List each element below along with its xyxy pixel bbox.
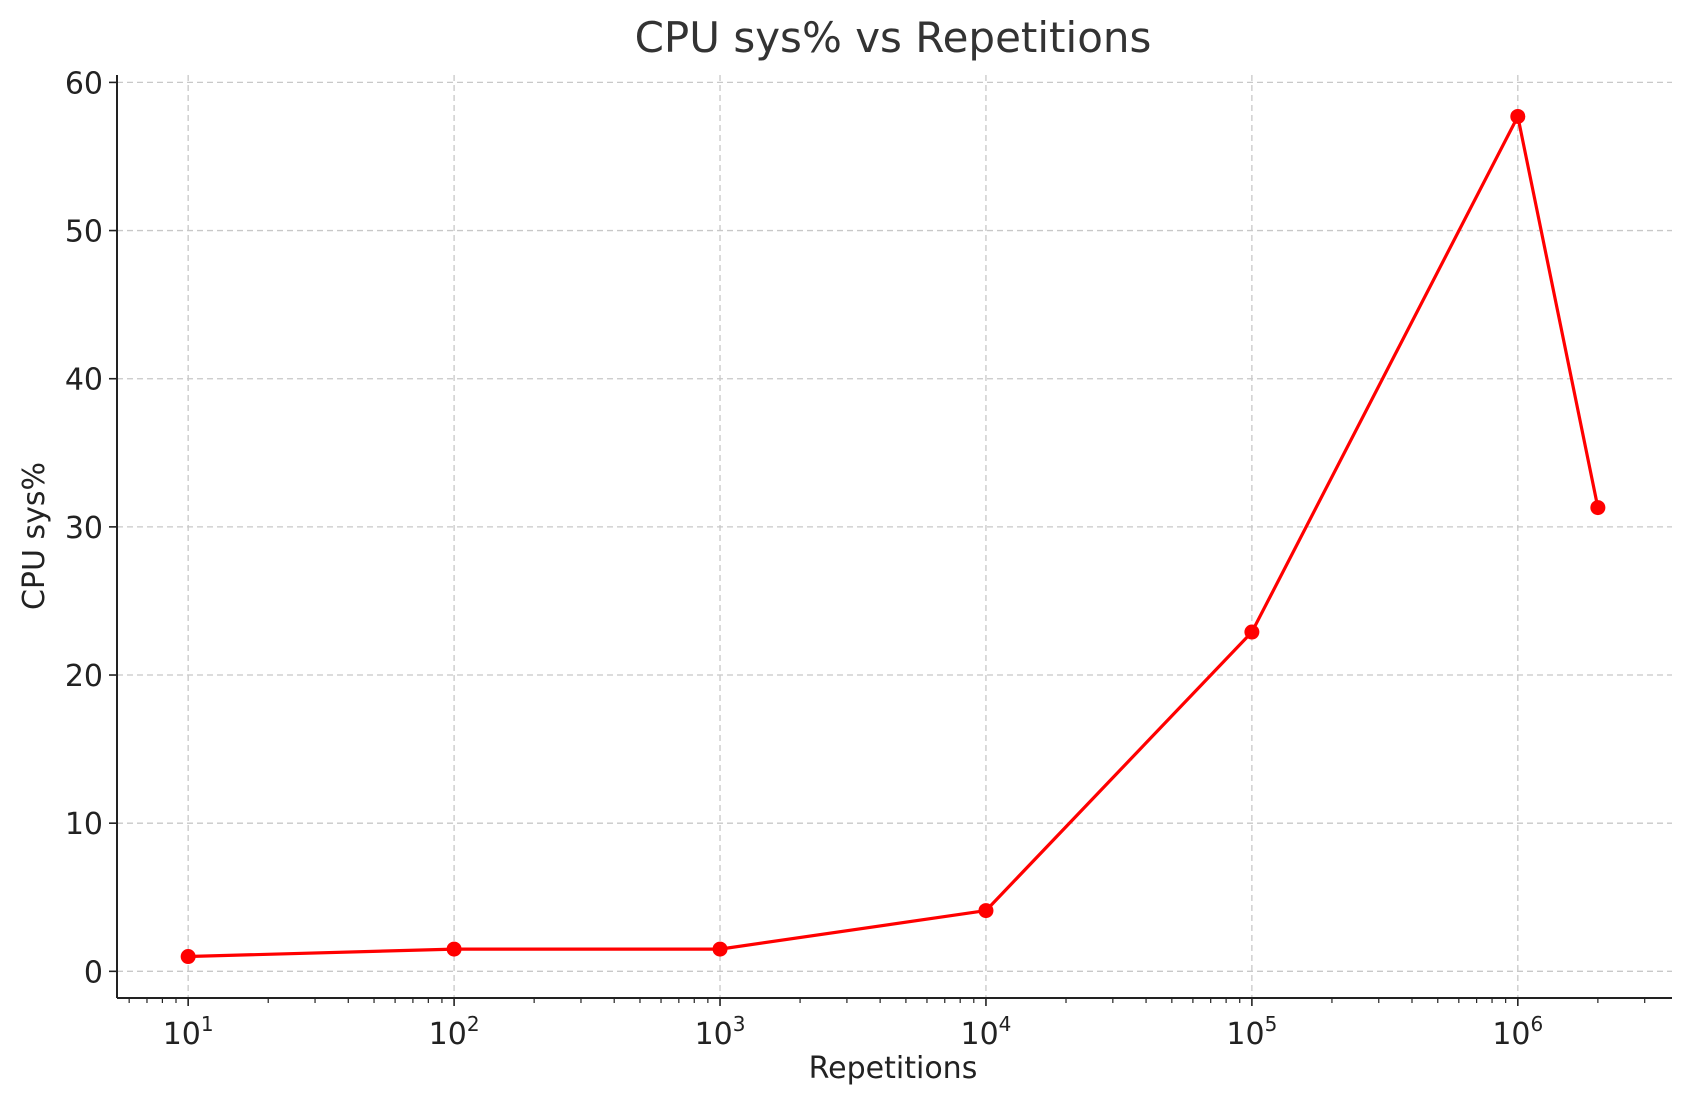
x-tick-label: 101: [163, 1012, 214, 1052]
y-tick-label: 30: [65, 511, 103, 546]
x-tick-label: 105: [1226, 1012, 1277, 1052]
x-tick-label: 103: [695, 1012, 746, 1052]
y-tick-label: 40: [65, 363, 103, 398]
data-point: [1510, 108, 1526, 124]
grid: [117, 75, 1672, 998]
y-tick-label: 60: [65, 66, 103, 101]
y-tick-label: 20: [65, 659, 103, 694]
x-tick-label: 104: [960, 1012, 1011, 1052]
series: [180, 108, 1606, 965]
x-axis-label: Repetitions: [809, 1051, 978, 1086]
series-line: [188, 114, 1600, 959]
x-tick-label: 106: [1492, 1012, 1543, 1052]
y-tick-label: 0: [84, 955, 103, 990]
data-point: [446, 941, 462, 957]
x-tick-label: 102: [429, 1012, 480, 1052]
data-point: [712, 941, 728, 957]
data-point: [978, 903, 994, 919]
data-point: [180, 949, 196, 965]
data-point: [1244, 624, 1260, 640]
chart-title: CPU sys% vs Repetitions: [635, 13, 1152, 62]
axes: [116, 75, 1672, 999]
y-tick-label: 50: [65, 215, 103, 250]
y-axis-label: CPU sys%: [17, 462, 52, 610]
data-point: [1590, 500, 1606, 516]
ticks: 0 10 20 30 40 50 60 101 102 103 104 105 106: [65, 66, 1646, 1052]
y-tick-label: 10: [65, 807, 103, 842]
